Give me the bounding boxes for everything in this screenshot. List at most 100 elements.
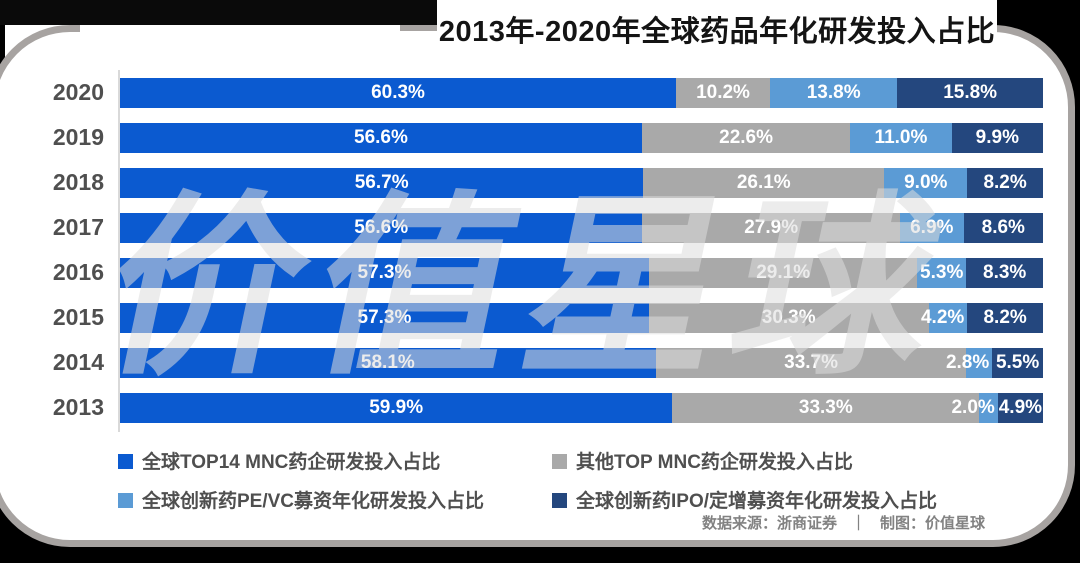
bar-segment: 5.5% [992, 347, 1043, 378]
bar-value-label: 58.1% [360, 351, 415, 373]
bar-segment: 5.3% [917, 257, 967, 288]
bar-track: 59.9% 33.3% 2.0% 4.9% [120, 392, 1043, 423]
bar-segment: 4.9% [997, 392, 1043, 423]
bar-value-label: 8.6% [981, 216, 1025, 238]
bar-segment: 26.1% [643, 167, 885, 198]
bar-value-label: 26.1% [736, 171, 791, 193]
bar-track: 57.3% 29.1% 5.3% 8.3% [120, 257, 1043, 288]
footer-divider: ｜ [850, 515, 866, 532]
year-label: 2013 [52, 394, 104, 420]
bar-value-label: 5.3% [920, 261, 964, 283]
bar-value-label: 8.2% [983, 171, 1027, 193]
bar-segment: 33.7% [655, 347, 967, 378]
bar-value-label: 59.9% [369, 396, 424, 418]
legend-label: 全球创新药IPO/定增募资年化研发投入占比 [576, 491, 938, 512]
bar-segment: 9.0% [884, 167, 968, 198]
bar-segment: 15.8% [897, 77, 1043, 108]
bar-segment: 9.9% [951, 122, 1043, 153]
bar-segment: 6.9% [899, 212, 964, 243]
bar-value-label: 8.2% [983, 306, 1027, 328]
bar-segment: 56.6% [120, 122, 642, 153]
bar-segment: 4.2% [921, 302, 968, 333]
bar-segment: 8.2% [967, 167, 1043, 198]
legend-item: 全球创新药IPO/定增募资年化研发投入占比 [552, 486, 1018, 513]
bar-row: 2015 57.3% 30.3% 4.2% 8.2% [0, 295, 1080, 340]
top-black-banner [0, 0, 437, 25]
bar-segment: 27.9% [642, 212, 900, 243]
bar-segment: 11.0% [850, 122, 952, 153]
legend-swatch-icon [118, 493, 133, 508]
year-label: 2020 [52, 79, 104, 105]
bar-row: 2013 59.9% 33.3% 2.0% 4.9% [0, 385, 1080, 430]
bar-track: 56.6% 27.9% 6.9% 8.6% [120, 212, 1043, 243]
bar-value-label: 56.7% [354, 171, 409, 193]
bar-value-label: 33.3% [798, 396, 853, 418]
year-label: 2016 [52, 259, 104, 285]
legend-item: 其他TOP MNC药企研发投入占比 [552, 447, 1018, 474]
bar-track: 56.6% 22.6% 11.0% 9.9% [120, 122, 1043, 153]
bar-value-label: 15.8% [943, 81, 998, 103]
bar-value-label: 9.0% [904, 171, 948, 193]
bar-segment: 58.1% [120, 347, 656, 378]
bar-value-label: 4.9% [998, 396, 1043, 418]
year-label: 2017 [52, 214, 104, 240]
bar-row: 2017 56.6% 27.9% 6.9% 8.6% [0, 205, 1080, 250]
legend-label: 全球TOP14 MNC药企研发投入占比 [142, 452, 441, 473]
chart-area: 2020 60.3% 10.2% 13.8% 15.8% 2019 56.6% 22.6% 11… [0, 70, 1080, 430]
bar-value-label: 2.0% [951, 396, 995, 418]
bar-value-label: 60.3% [371, 81, 425, 103]
bar-row: 2020 60.3% 10.2% 13.8% 15.8% [0, 70, 1080, 115]
bar-value-label: 4.2% [920, 306, 965, 328]
title-box: 2013年-2020年全球药品年化研发投入占比 [437, 0, 997, 57]
legend-label: 其他TOP MNC药企研发投入占比 [576, 452, 853, 473]
credit-text: 制图：价值星球 [879, 515, 985, 532]
bar-segment: 59.9% [120, 392, 673, 423]
bar-row: 2019 56.6% 22.6% 11.0% 9.9% [0, 115, 1080, 160]
bar-segment: 57.3% [120, 257, 649, 288]
legend: 全球TOP14 MNC药企研发投入占比 其他TOP MNC药企研发投入占比全球创新… [118, 447, 1018, 513]
bar-segment: 2.0% [951, 392, 998, 423]
bar-segment: 29.1% [648, 257, 918, 288]
bar-value-label: 30.3% [761, 306, 816, 328]
page-title: 2013年-2020年全球药品年化研发投入占比 [438, 15, 996, 48]
bar-track: 56.7% 26.1% 9.0% 8.2% [120, 167, 1043, 198]
bar-value-label: 57.3% [357, 306, 412, 328]
bar-value-label: 56.6% [354, 126, 408, 148]
footer: 数据来源：浙商证券 ｜ 制图：价值星球 [702, 512, 985, 533]
top-left-edge-accent [0, 25, 5, 75]
year-label: 2019 [52, 124, 104, 150]
bar-value-label: 11.0% [874, 126, 928, 148]
bar-segment: 22.6% [641, 122, 851, 153]
bar-segment: 33.3% [672, 392, 980, 423]
bar-value-label: 29.1% [756, 261, 811, 283]
legend-swatch-icon [118, 454, 133, 469]
banner-shadow [400, 25, 437, 31]
bar-segment: 8.3% [966, 257, 1043, 288]
year-label: 2014 [52, 349, 104, 375]
bar-row: 2018 56.7% 26.1% 9.0% 8.2% [0, 160, 1080, 205]
bar-value-label: 9.9% [975, 126, 1019, 148]
bar-value-label: 57.3% [357, 261, 412, 283]
bar-value-label: 5.5% [995, 351, 1040, 373]
bar-segment: 8.2% [967, 302, 1043, 333]
legend-swatch-icon [552, 454, 567, 469]
bar-value-label: 8.3% [983, 261, 1027, 283]
bar-value-label: 27.9% [744, 216, 799, 238]
y-axis-line [118, 70, 120, 432]
bar-value-label: 2.8% [945, 351, 990, 373]
legend-item: 全球创新药PE/VC募资年化研发投入占比 [118, 486, 552, 513]
bar-row: 2016 57.3% 29.1% 5.3% 8.3% [0, 250, 1080, 295]
bar-value-label: 22.6% [719, 126, 774, 148]
bar-value-label: 33.7% [784, 351, 839, 373]
year-label: 2018 [52, 169, 104, 195]
legend-item: 全球TOP14 MNC药企研发投入占比 [118, 447, 552, 474]
bar-segment: 13.8% [770, 77, 898, 108]
card-border-cover [80, 25, 437, 36]
bar-segment: 60.3% [120, 77, 676, 108]
bar-segment: 56.6% [120, 212, 643, 243]
data-source-text: 数据来源：浙商证券 [701, 515, 837, 532]
bar-segment: 30.3% [648, 302, 929, 333]
bar-value-label: 6.9% [910, 216, 954, 238]
bar-track: 58.1% 33.7% 2.8% 5.5% [120, 347, 1043, 378]
